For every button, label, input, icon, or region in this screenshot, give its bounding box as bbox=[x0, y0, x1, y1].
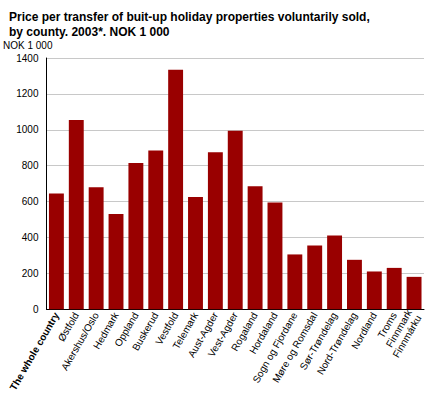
svg-text:1000: 1000 bbox=[16, 124, 39, 135]
svg-text:0: 0 bbox=[33, 304, 39, 315]
svg-text:Møre og Romsdal: Møre og Romsdal bbox=[270, 310, 320, 385]
svg-text:600: 600 bbox=[22, 196, 39, 207]
svg-text:1200: 1200 bbox=[16, 88, 39, 99]
svg-text:1400: 1400 bbox=[16, 53, 39, 64]
svg-text:Vestfold: Vestfold bbox=[153, 310, 181, 347]
svg-text:Sogn og Fjordane: Sogn og Fjordane bbox=[250, 310, 300, 385]
svg-text:Nord-Trøndelag: Nord-Trøndelag bbox=[314, 310, 360, 377]
svg-text:NOK 1 000: NOK 1 000 bbox=[3, 40, 53, 51]
svg-text:200: 200 bbox=[22, 268, 39, 279]
svg-text:by county. 2003*. NOK 1 000: by county. 2003*. NOK 1 000 bbox=[9, 25, 170, 39]
svg-text:Oppland: Oppland bbox=[112, 310, 141, 349]
svg-text:The whole country: The whole country bbox=[8, 310, 62, 392]
svg-text:Aust-Agder: Aust-Agder bbox=[185, 310, 221, 360]
svg-text:Finnmark: Finnmark bbox=[383, 307, 415, 350]
svg-text:400: 400 bbox=[22, 232, 39, 243]
svg-text:Buskerud: Buskerud bbox=[130, 310, 161, 352]
svg-text:Nordland: Nordland bbox=[349, 310, 379, 351]
svg-text:Hordaland: Hordaland bbox=[247, 310, 280, 356]
svg-text:Hedmark: Hedmark bbox=[91, 310, 121, 351]
svg-text:Akershus/Oslo: Akershus/Oslo bbox=[58, 310, 101, 373]
svg-text:800: 800 bbox=[22, 160, 39, 171]
svg-text:Price per transfer of buit-up: Price per transfer of buit-up holiday pr… bbox=[9, 10, 370, 24]
svg-text:Vest-Agder: Vest-Agder bbox=[205, 310, 240, 359]
svg-text:Sør-Trøndelag: Sør-Trøndelag bbox=[297, 310, 340, 372]
svg-text:Rogaland: Rogaland bbox=[229, 310, 260, 353]
svg-text:Troms: Troms bbox=[375, 310, 399, 341]
svg-text:Østfold: Østfold bbox=[55, 310, 81, 344]
svg-text:Finnmárku: Finnmárku bbox=[390, 313, 423, 359]
svg-text:Telemark: Telemark bbox=[170, 310, 201, 351]
